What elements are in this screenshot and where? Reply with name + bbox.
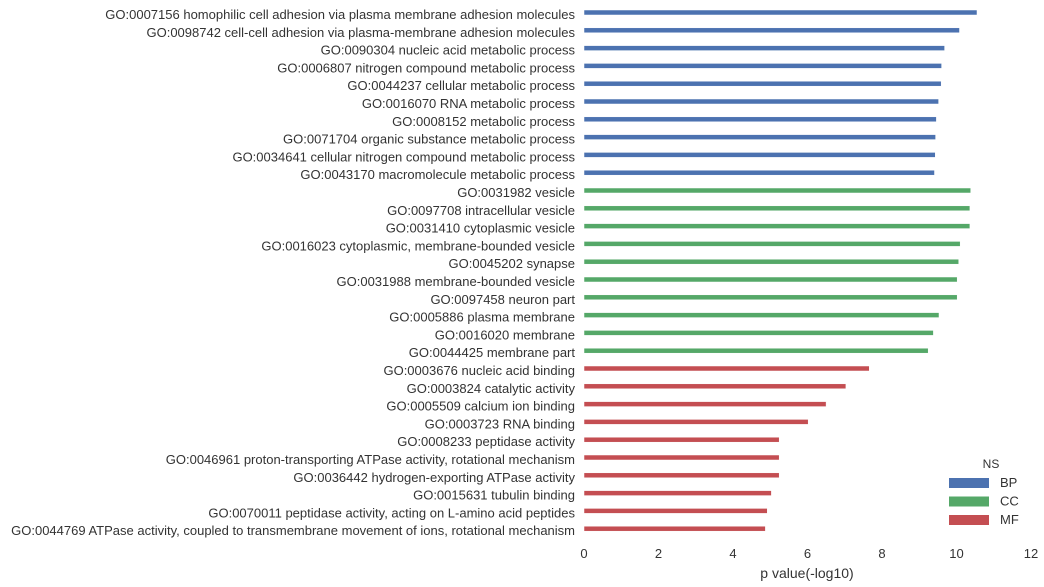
y-tick-label-9: GO:0043170 macromolecule metabolic proce… bbox=[300, 167, 575, 182]
y-tick-label-10: GO:0031982 vesicle bbox=[457, 185, 575, 200]
y-tick-label-24: GO:0008233 peptidase activity bbox=[397, 434, 575, 449]
bar-8 bbox=[583, 152, 936, 158]
bar-5 bbox=[583, 98, 939, 105]
bar-6 bbox=[583, 116, 937, 123]
bar-12 bbox=[583, 223, 971, 229]
y-tick-label-20: GO:0003676 nucleic acid binding bbox=[383, 363, 575, 378]
bar-22 bbox=[583, 401, 827, 407]
y-tick-label-22: GO:0005509 calcium ion binding bbox=[386, 399, 575, 414]
y-tick-label-21: GO:0003824 catalytic activity bbox=[407, 381, 576, 396]
x-axis-label: p value(-log10) bbox=[760, 565, 853, 581]
legend-label-mf: MF bbox=[1000, 512, 1019, 527]
x-tick-label-1: 2 bbox=[655, 546, 662, 561]
bars-group bbox=[583, 9, 978, 532]
legend: NS BP CC MF bbox=[949, 457, 1019, 527]
y-tick-label-5: GO:0016070 RNA metabolic process bbox=[362, 96, 576, 111]
bar-1 bbox=[583, 27, 960, 34]
y-tick-label-4: GO:0044237 cellular metabolic process bbox=[347, 78, 575, 93]
y-tick-label-16: GO:0097458 neuron part bbox=[430, 292, 575, 307]
legend-label-cc: CC bbox=[1000, 494, 1019, 509]
y-tick-label-23: GO:0003723 RNA binding bbox=[425, 416, 575, 431]
x-tick-label-6: 12 bbox=[1024, 546, 1038, 561]
bar-28 bbox=[583, 508, 768, 514]
y-tick-label-19: GO:0044425 membrane part bbox=[409, 345, 576, 360]
bar-26 bbox=[583, 472, 780, 479]
y-tick-label-15: GO:0031988 membrane-bounded vesicle bbox=[337, 274, 575, 289]
y-tick-label-17: GO:0005886 plasma membrane bbox=[389, 310, 575, 325]
y-tick-label-26: GO:0036442 hydrogen-exporting ATPase act… bbox=[293, 470, 575, 485]
bar-23 bbox=[583, 419, 809, 425]
y-tick-label-11: GO:0097708 intracellular vesicle bbox=[387, 203, 575, 218]
bar-29 bbox=[583, 525, 766, 532]
bar-16 bbox=[583, 294, 958, 301]
bar-24 bbox=[583, 436, 780, 443]
y-tick-label-27: GO:0015631 tubulin binding bbox=[413, 488, 575, 503]
bar-4 bbox=[583, 80, 942, 87]
legend-swatch-cc bbox=[949, 496, 989, 507]
y-tick-label-18: GO:0016020 membrane bbox=[435, 327, 575, 342]
x-tick-labels: 0 2 4 6 8 10 12 bbox=[580, 546, 1038, 561]
x-tick-label-4: 8 bbox=[878, 546, 885, 561]
y-tick-label-8: GO:0034641 cellular nitrogen compound me… bbox=[232, 149, 575, 164]
y-tick-label-14: GO:0045202 synapse bbox=[449, 256, 575, 271]
x-tick-label-0: 0 bbox=[580, 546, 587, 561]
x-tick-label-3: 6 bbox=[804, 546, 811, 561]
bar-14 bbox=[583, 258, 959, 265]
y-tick-label-0: GO:0007156 homophilic cell adhesion via … bbox=[105, 7, 575, 22]
x-tick-label-5: 10 bbox=[949, 546, 963, 561]
x-tick-label-2: 4 bbox=[729, 546, 736, 561]
y-tick-labels: GO:0007156 homophilic cell adhesion via … bbox=[11, 7, 575, 538]
y-tick-label-1: GO:0098742 cell-cell adhesion via plasma… bbox=[146, 25, 575, 40]
bar-17 bbox=[583, 312, 940, 318]
y-tick-label-3: GO:0006807 nitrogen compound metabolic p… bbox=[277, 60, 575, 75]
y-tick-label-28: GO:0070011 peptidase activity, acting on… bbox=[208, 505, 575, 520]
y-tick-label-13: GO:0016023 cytoplasmic, membrane-bounded… bbox=[261, 238, 575, 253]
y-tick-label-6: GO:0008152 metabolic process bbox=[392, 114, 575, 129]
bar-19 bbox=[583, 347, 929, 354]
legend-swatch-bp bbox=[949, 478, 989, 488]
bar-0 bbox=[583, 9, 978, 16]
bar-11 bbox=[583, 205, 971, 212]
legend-title: NS bbox=[983, 457, 1000, 471]
bar-3 bbox=[583, 63, 942, 69]
y-tick-label-2: GO:0090304 nucleic acid metabolic proces… bbox=[321, 43, 576, 58]
bar-18 bbox=[583, 330, 934, 336]
bar-25 bbox=[583, 454, 780, 461]
bar-27 bbox=[583, 490, 772, 496]
bar-10 bbox=[583, 187, 971, 194]
bar-9 bbox=[583, 169, 935, 176]
y-tick-label-25: GO:0046961 proton-transporting ATPase ac… bbox=[166, 452, 575, 467]
bar-13 bbox=[583, 241, 961, 247]
legend-label-bp: BP bbox=[1000, 475, 1017, 490]
bar-2 bbox=[583, 45, 945, 51]
bar-21 bbox=[583, 383, 847, 390]
y-tick-label-12: GO:0031410 cytoplasmic vesicle bbox=[386, 221, 575, 236]
y-tick-label-29: GO:0044769 ATPase activity, coupled to t… bbox=[11, 523, 575, 538]
bar-7 bbox=[583, 134, 936, 140]
y-tick-label-7: GO:0071704 organic substance metabolic p… bbox=[283, 132, 575, 147]
bar-20 bbox=[583, 365, 870, 372]
bar-15 bbox=[583, 276, 958, 283]
legend-swatch-mf bbox=[949, 515, 989, 525]
